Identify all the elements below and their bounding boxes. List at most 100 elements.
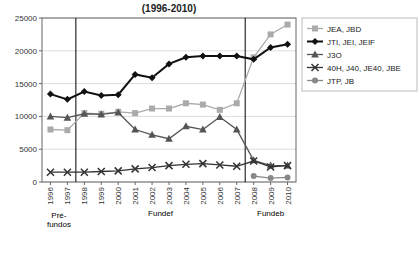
x-tick-label: 2002 <box>148 186 157 204</box>
data-point <box>217 107 223 113</box>
x-tick-label: 1998 <box>80 186 89 204</box>
x-tick <box>135 182 136 185</box>
data-point <box>166 106 172 112</box>
x-tick <box>185 182 186 185</box>
y-tick-label: 10000 <box>15 112 38 121</box>
data-point <box>64 169 71 176</box>
data-point <box>216 113 224 120</box>
data-point <box>47 91 54 98</box>
data-point <box>98 168 105 175</box>
x-tick <box>101 182 102 185</box>
data-point <box>148 131 156 138</box>
data-point <box>47 127 53 133</box>
legend-label: JTP, JB <box>327 77 354 86</box>
data-point <box>267 163 274 170</box>
data-point <box>182 161 189 168</box>
period-label: Fundef <box>148 209 174 218</box>
x-tick <box>236 182 237 185</box>
data-point <box>250 56 257 63</box>
y-tick <box>39 18 42 19</box>
y-tick-label: 5000 <box>19 145 37 154</box>
data-point <box>132 165 139 172</box>
period-label-line: Fundef <box>148 209 174 218</box>
data-point <box>64 114 72 121</box>
x-tick-label: 2006 <box>216 186 225 204</box>
plot-area <box>47 18 292 182</box>
legend-label: J3O <box>327 51 342 60</box>
data-point <box>182 122 190 129</box>
series-line <box>50 44 287 99</box>
series-line <box>50 112 287 165</box>
data-point <box>149 164 156 171</box>
data-point <box>165 135 173 142</box>
data-point <box>47 112 55 119</box>
data-point <box>285 22 291 28</box>
data-point <box>216 53 223 60</box>
y-tick-label: 0 <box>33 178 38 187</box>
data-point <box>132 110 138 116</box>
x-tick <box>169 182 170 185</box>
x-tick-label: 2009 <box>267 186 276 204</box>
data-point <box>81 169 88 176</box>
data-point <box>250 158 257 165</box>
period-label: Pré-fundos <box>47 211 71 229</box>
grid-line <box>42 149 296 150</box>
x-tick-label: 2010 <box>284 186 293 204</box>
data-point <box>166 60 173 67</box>
data-point <box>64 127 70 133</box>
x-tick <box>219 182 220 185</box>
data-point <box>149 74 156 81</box>
data-point <box>81 110 87 116</box>
data-point <box>200 102 206 108</box>
data-point <box>199 160 206 167</box>
y-tick-label: 15000 <box>15 80 38 89</box>
x-tick <box>202 182 203 185</box>
data-point <box>166 162 173 169</box>
data-point <box>284 162 292 169</box>
x-tick-label: 2004 <box>182 186 191 204</box>
data-point <box>64 96 71 103</box>
data-point <box>115 109 121 115</box>
data-point <box>233 126 241 133</box>
data-point <box>81 110 89 117</box>
data-point <box>81 88 88 95</box>
legend: JEA, JBDJTI, JEI, JEIFJ3O40H, J40, JE40,… <box>302 18 417 91</box>
data-point <box>251 173 257 179</box>
legend-label: 40H, J40, JE40, JBE <box>327 64 401 73</box>
chart: 0500010000150002000025000199619971998199… <box>0 0 420 267</box>
data-point <box>216 161 223 168</box>
period-label-line: fundos <box>47 220 71 229</box>
period-separator <box>245 18 246 182</box>
data-point <box>199 126 207 133</box>
x-tick <box>67 182 68 185</box>
legend-marker <box>311 51 319 58</box>
legend-label: JEA, JBD <box>327 25 361 34</box>
x-tick-label: 2001 <box>131 186 140 204</box>
period-label: Fundeb <box>257 209 285 218</box>
plot-frame <box>42 18 296 182</box>
data-point <box>285 174 291 180</box>
data-point <box>284 162 291 169</box>
data-point <box>98 92 105 99</box>
x-tick <box>253 182 254 185</box>
x-tick-label: 1997 <box>63 186 72 204</box>
y-tick <box>39 116 42 117</box>
data-point <box>114 108 122 115</box>
legend-marker <box>312 26 318 32</box>
period-separator <box>75 18 76 182</box>
x-tick <box>118 182 119 185</box>
data-point <box>183 100 189 106</box>
legend-frame <box>302 18 417 91</box>
data-point <box>233 163 240 170</box>
data-point <box>268 175 274 181</box>
x-tick-label: 2005 <box>199 186 208 204</box>
data-point <box>233 53 240 60</box>
legend-marker <box>312 78 318 84</box>
data-point <box>97 110 105 117</box>
data-point <box>132 71 139 78</box>
data-point <box>149 106 155 112</box>
data-point <box>267 44 274 51</box>
period-label-line: Pré- <box>51 211 66 220</box>
x-tick <box>270 182 271 185</box>
data-point <box>284 41 291 48</box>
